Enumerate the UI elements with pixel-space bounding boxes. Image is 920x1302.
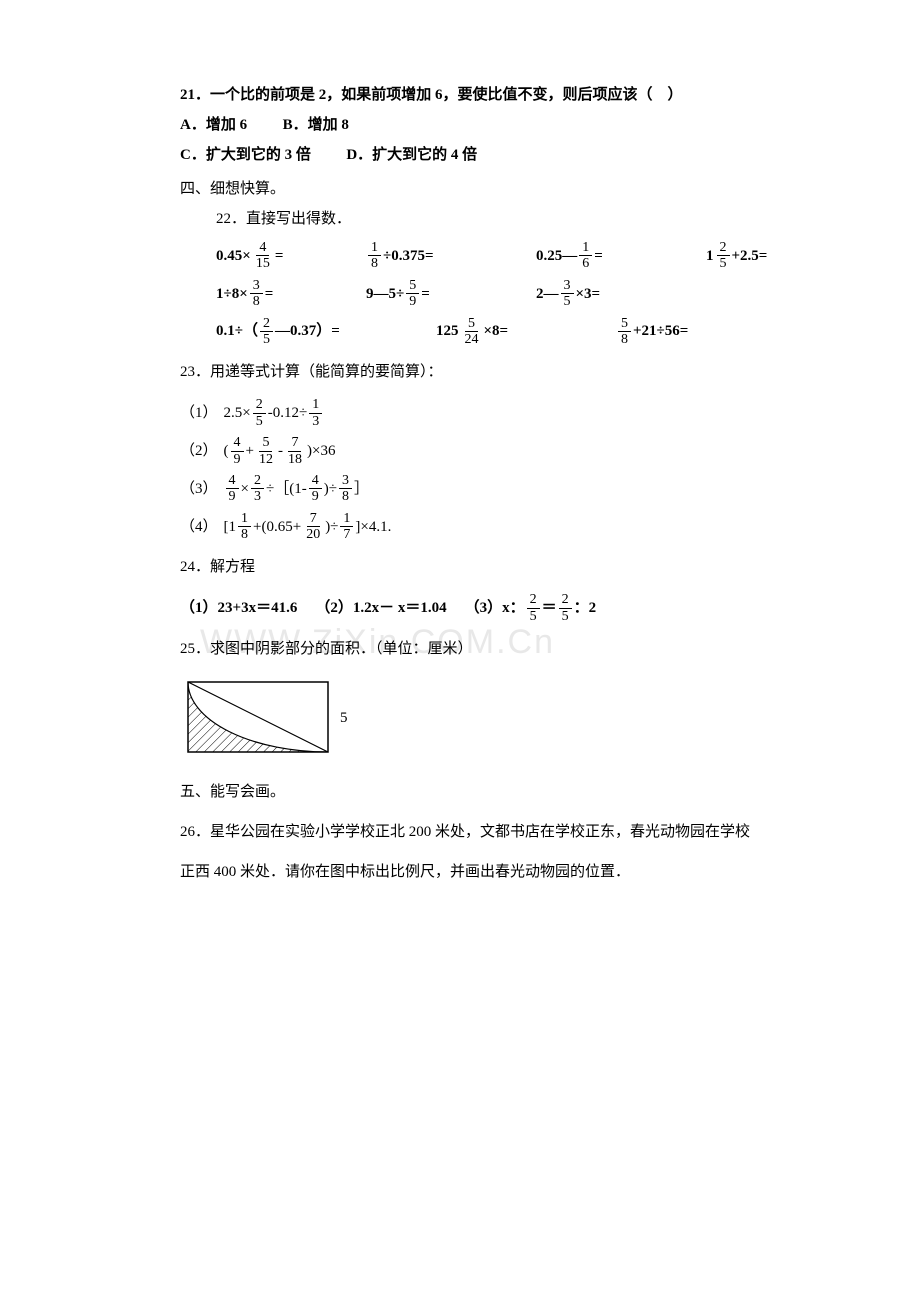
q24-equations: （1）23+3x＝41.6 （2）1.2x－ x＝1.04 （3） x： 25 … [180,592,800,624]
q21-option-a: A．增加 6 [180,117,247,133]
q24-title: 24．解方程 [180,552,800,582]
q22-row2: 1÷8× 38 = 9—5÷ 59 = 2— 35 ×3= [216,278,800,310]
q26-line2: 正西 400 米处．请你在图中标出比例尺，并画出春光动物园的位置． [180,857,800,887]
q23-title: 23．用递等式计算（能简算的要简算）： [180,357,800,387]
q25-figure: 5 [180,674,800,767]
q21-option-d: D．扩大到它的 4 倍 [346,147,477,163]
q23-item4: （4） [1 18 +(0.65+ 720 )÷ 17 ]×4.1. [180,511,800,543]
q22-row3: 0.1÷（ 25 —0.37）= 125524 ×8= 58 +21÷56= [216,316,800,348]
q21-option-c: C．扩大到它的 3 倍 [180,147,311,163]
q22-row1: 0.45× 415 = 18 ÷0.375= 0.25— 16 = 125 +2… [216,240,800,272]
q21-text: 21．一个比的前项是 2，如果前项增加 6，要使比值不变，则后项应该（ ） [180,80,800,110]
q23-item1: （1） 2.5× 25 -0.12÷ 13 [180,397,800,429]
q21-option-b: B．增加 8 [283,117,349,133]
section-5-title: 五、能写会画。 [180,777,800,807]
q26-line1: 26．星华公园在实验小学学校正北 200 米处，文都书店在学校正东，春光动物园在… [180,817,800,847]
q22-title: 22．直接写出得数． [216,204,800,234]
q23-item3: （3） 49 × 23 ÷［(1- 49 )÷ 38 ］ [180,473,800,505]
q25-figure-label: 5 [340,710,348,726]
q23-item2: （2） ( 49 + 512 - 718 )×36 [180,435,800,467]
q25-title: 25．求图中阴影部分的面积．（单位：厘米） [180,634,800,664]
section-4-title: 四、细想快算。 [180,174,800,204]
